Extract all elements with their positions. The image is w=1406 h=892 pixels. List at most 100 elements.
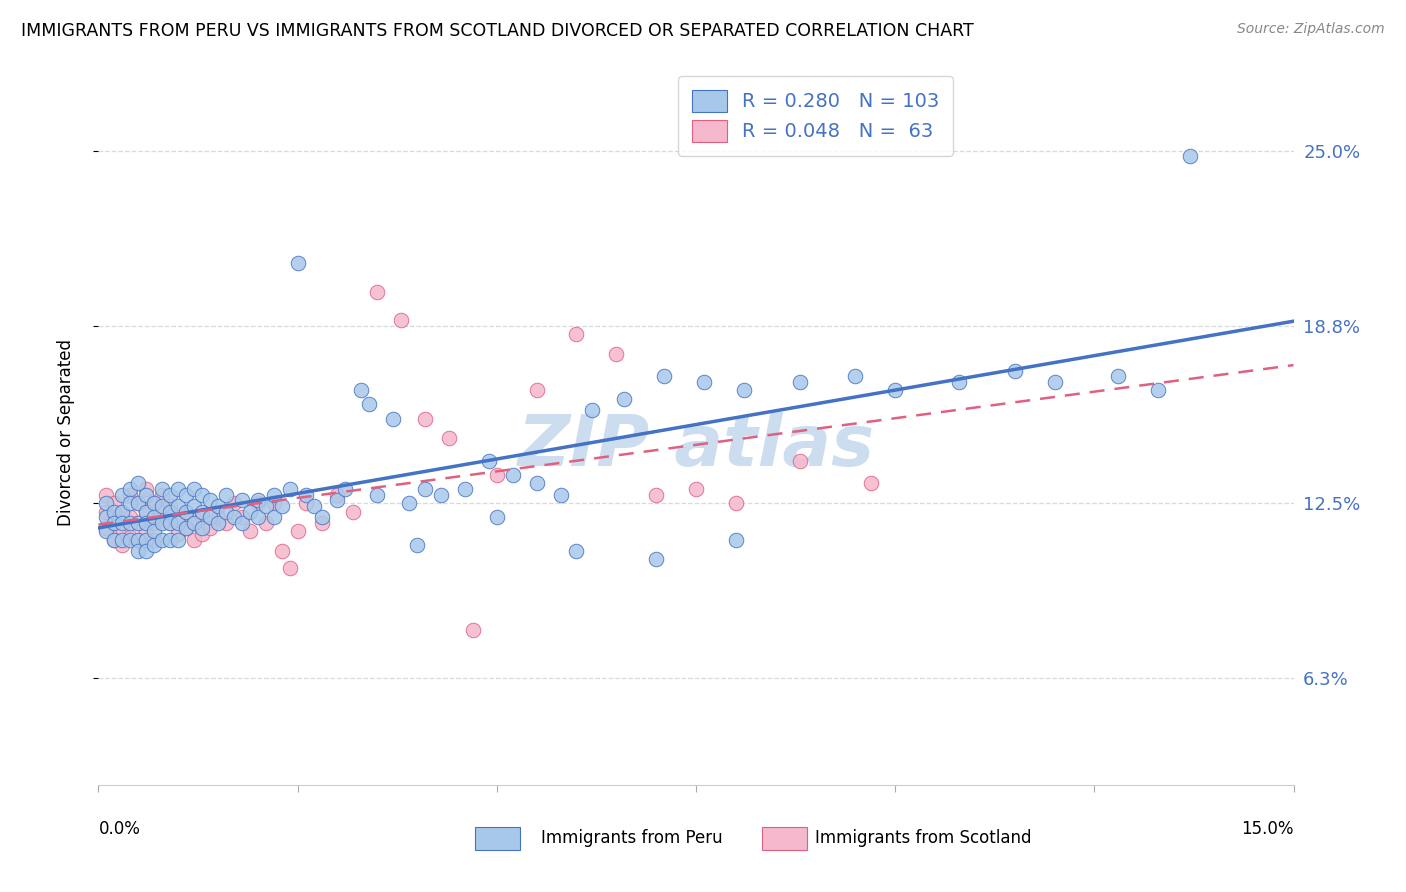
Point	[159, 488, 181, 502]
Point	[127, 533, 149, 547]
Point	[724, 533, 747, 547]
Point	[111, 533, 134, 547]
Point	[1178, 149, 1201, 163]
Point	[127, 544, 149, 558]
Point	[127, 496, 149, 510]
Point	[724, 496, 747, 510]
Point	[167, 499, 190, 513]
Point	[389, 313, 412, 327]
Point	[174, 504, 197, 518]
Point	[406, 538, 429, 552]
Point	[111, 521, 134, 535]
Point	[270, 544, 292, 558]
Point	[167, 527, 190, 541]
Point	[207, 516, 229, 530]
Point	[526, 476, 548, 491]
Point	[183, 499, 205, 513]
Point	[96, 488, 118, 502]
Point	[167, 533, 190, 547]
Point	[231, 510, 253, 524]
Point	[526, 384, 548, 398]
Point	[96, 504, 118, 518]
Point	[207, 499, 229, 513]
Point	[263, 496, 285, 510]
Point	[231, 516, 253, 530]
Point	[120, 533, 142, 547]
Point	[143, 516, 166, 530]
Point	[159, 516, 181, 530]
Point	[478, 454, 501, 468]
Point	[135, 504, 157, 518]
Point	[96, 521, 118, 535]
Point	[231, 493, 253, 508]
FancyBboxPatch shape	[475, 827, 520, 850]
Point	[454, 482, 477, 496]
Point	[789, 454, 811, 468]
Point	[263, 510, 285, 524]
Point	[96, 496, 118, 510]
Point	[461, 623, 484, 637]
Point	[143, 510, 166, 524]
Point	[413, 482, 436, 496]
Text: Immigrants from Scotland: Immigrants from Scotland	[815, 829, 1032, 847]
Point	[96, 510, 118, 524]
Point	[502, 467, 524, 482]
Point	[1107, 369, 1129, 384]
Point	[311, 516, 333, 530]
Point	[198, 510, 221, 524]
Point	[254, 499, 277, 513]
Y-axis label: Divorced or Separated: Divorced or Separated	[56, 339, 75, 526]
Point	[111, 516, 134, 530]
Point	[135, 488, 157, 502]
Point	[127, 533, 149, 547]
Point	[120, 516, 142, 530]
Point	[222, 510, 245, 524]
Point	[120, 510, 142, 524]
Point	[860, 476, 883, 491]
Point	[167, 516, 190, 530]
Point	[1147, 384, 1170, 398]
Point	[127, 516, 149, 530]
Point	[335, 482, 357, 496]
Point	[565, 544, 588, 558]
Point	[246, 510, 269, 524]
Point	[437, 431, 460, 445]
Point	[111, 504, 134, 518]
Point	[645, 488, 668, 502]
Point	[294, 496, 316, 510]
Point	[174, 504, 197, 518]
Point	[565, 326, 588, 341]
Point	[382, 411, 405, 425]
Point	[143, 538, 166, 552]
Point	[111, 504, 134, 518]
Point	[485, 510, 508, 524]
Point	[159, 499, 181, 513]
Point	[150, 488, 173, 502]
Point	[685, 482, 707, 496]
Point	[135, 482, 157, 496]
Point	[159, 504, 181, 518]
Point	[159, 516, 181, 530]
Point	[143, 524, 166, 539]
Point	[1043, 375, 1066, 389]
Point	[159, 533, 181, 547]
Point	[135, 504, 157, 518]
Point	[605, 347, 627, 361]
Point	[135, 533, 157, 547]
Point	[215, 488, 238, 502]
Point	[270, 499, 292, 513]
Point	[311, 510, 333, 524]
Point	[127, 496, 149, 510]
Point	[198, 493, 221, 508]
Point	[278, 482, 301, 496]
Point	[174, 521, 197, 535]
Point	[150, 516, 173, 530]
Point	[143, 533, 166, 547]
Point	[302, 499, 325, 513]
Point	[103, 496, 125, 510]
Point	[150, 504, 173, 518]
Text: Immigrants from Peru: Immigrants from Peru	[541, 829, 723, 847]
Point	[191, 510, 214, 524]
Point	[96, 524, 118, 539]
Point	[183, 482, 205, 496]
